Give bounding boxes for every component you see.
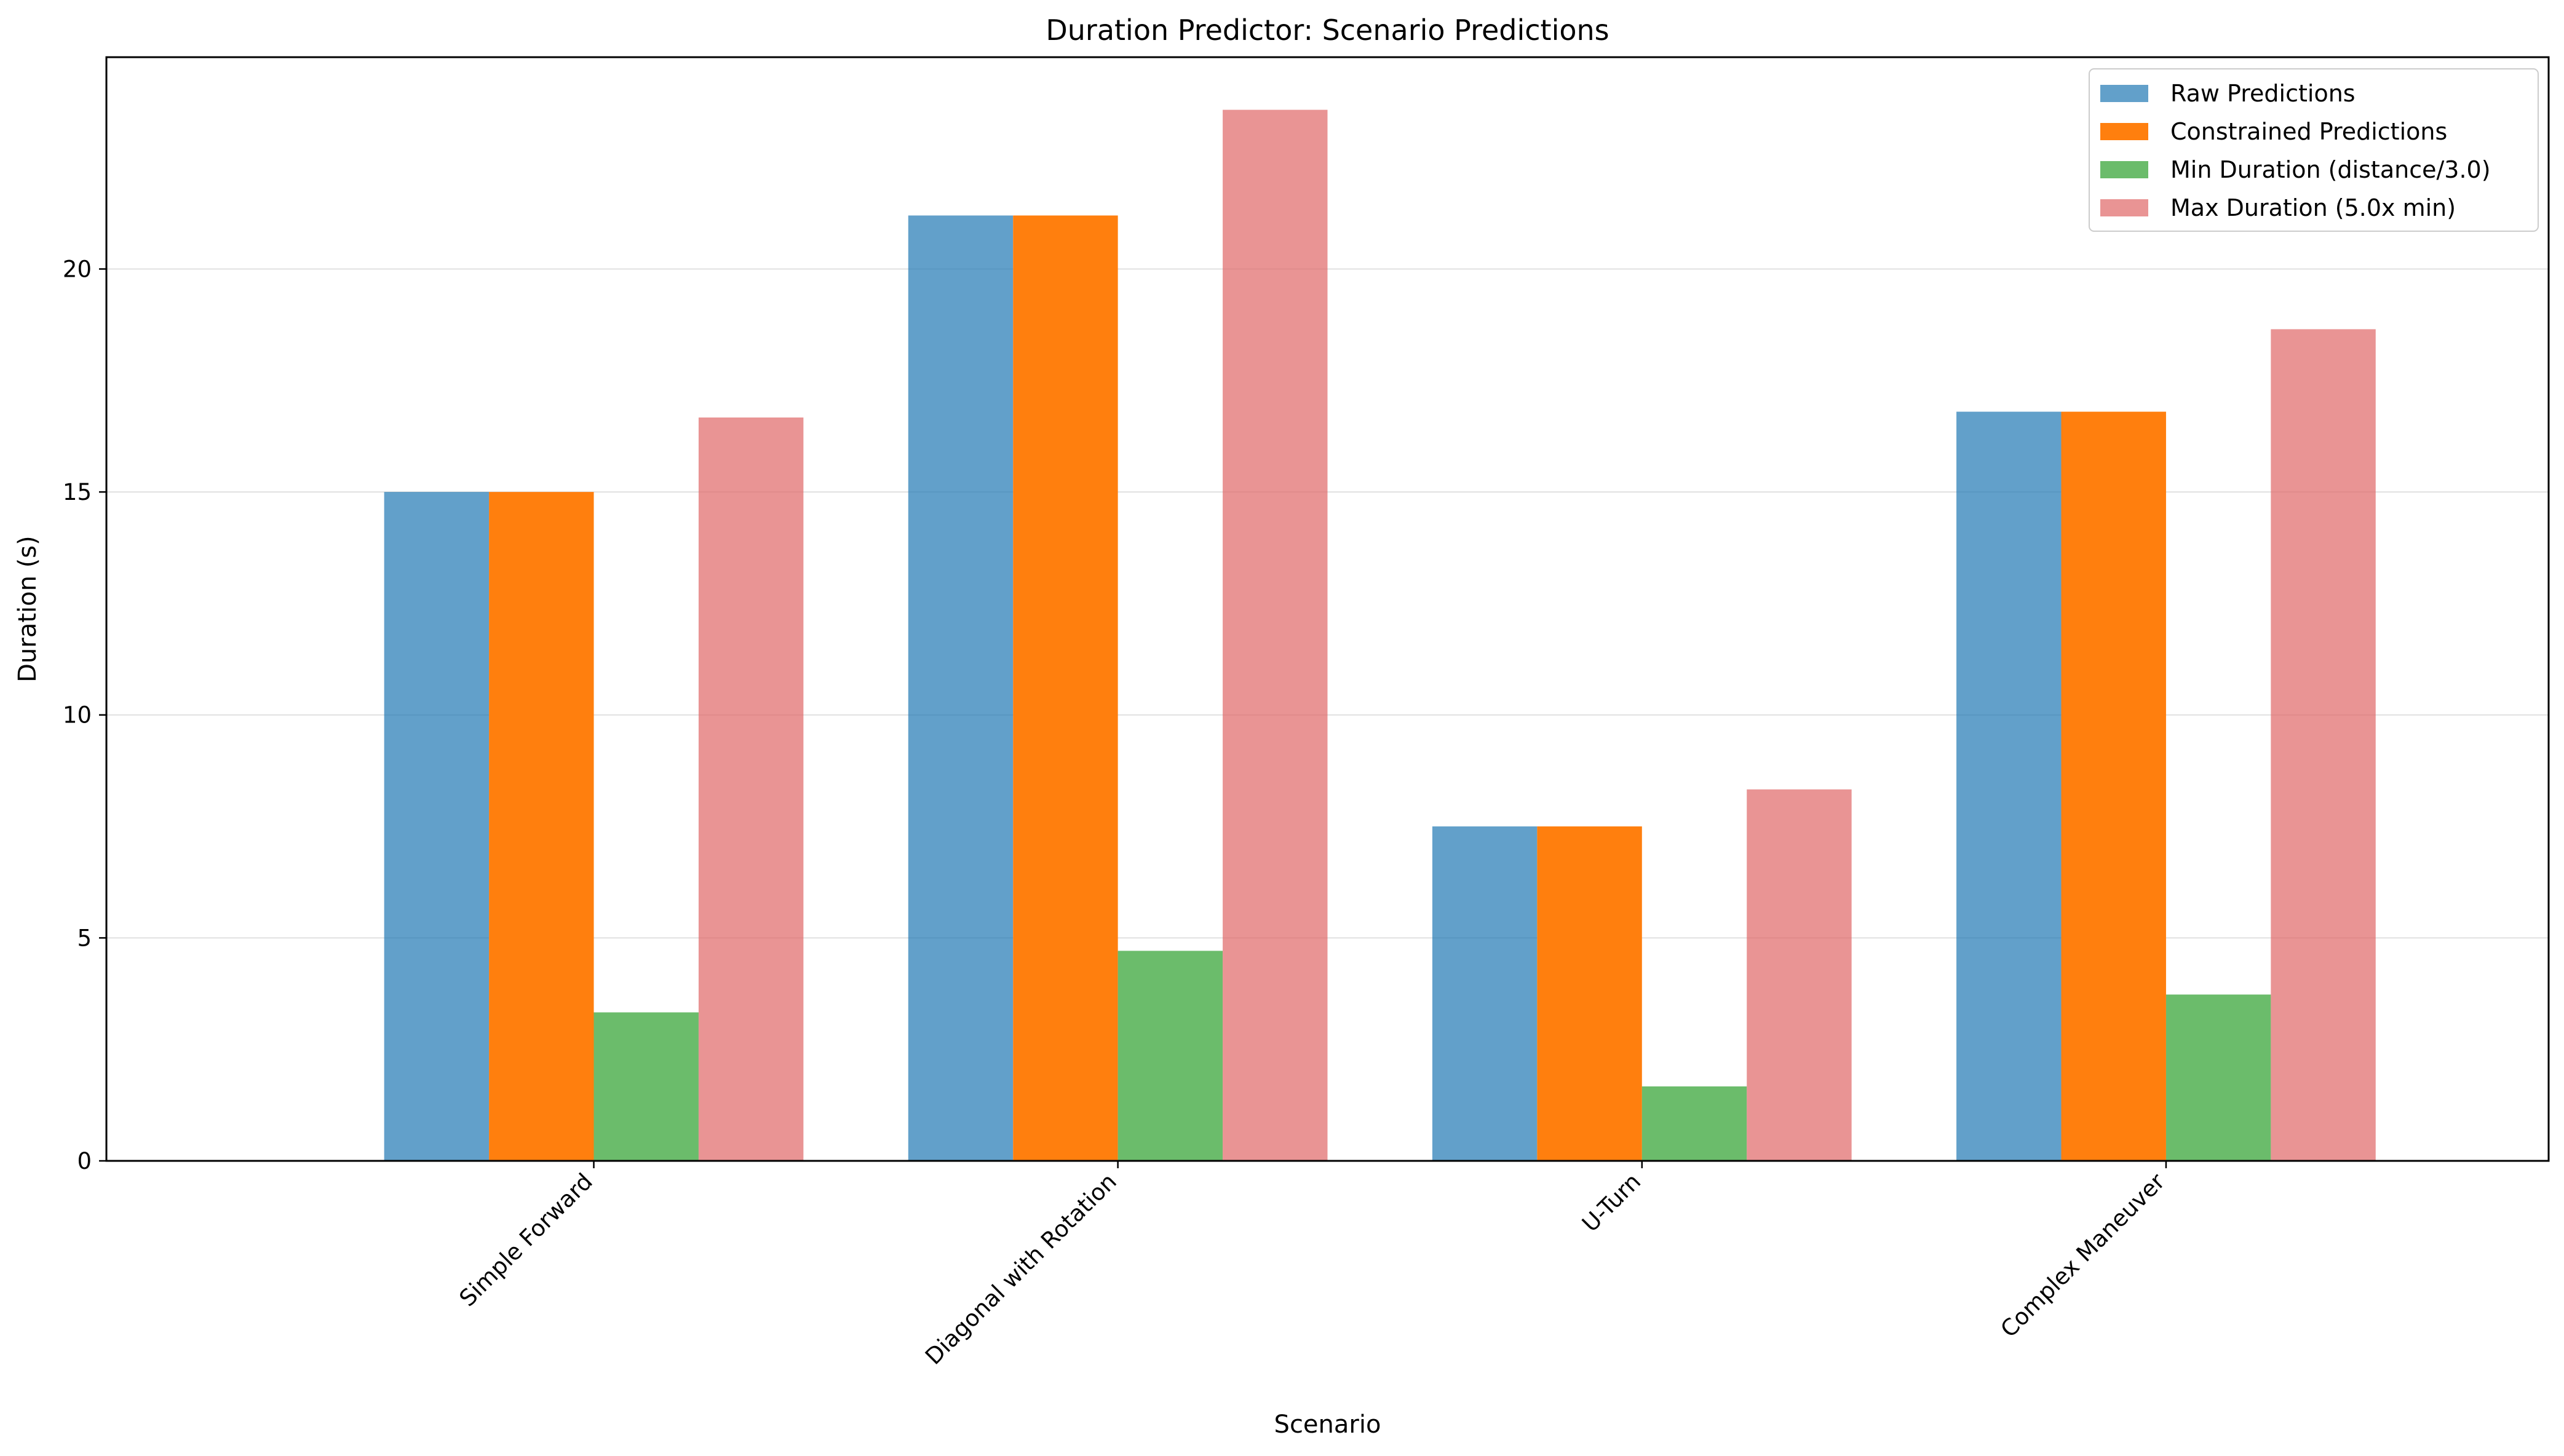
y-tick-label: 20: [63, 256, 92, 282]
legend: Raw Predictions Constrained Predictions Mi…: [2089, 68, 2539, 232]
bar: [489, 492, 594, 1161]
legend-label: Max Duration (5.0x min): [2170, 194, 2456, 221]
x-axis: Simple Forward Diagonal with Rotation U-Tu…: [454, 1161, 2170, 1370]
bar: [1013, 215, 1118, 1161]
bar: [2165, 994, 2271, 1161]
x-axis-title: Scenario: [1274, 1410, 1381, 1439]
legend-swatch: [2100, 199, 2148, 216]
legend-swatch: [2100, 161, 2148, 178]
legend-label: Min Duration (distance/3.0): [2170, 156, 2491, 183]
y-axis: 0 5 10 15 20: [63, 256, 106, 1174]
y-tick-label: 10: [63, 702, 92, 729]
bar: [1747, 789, 1852, 1161]
bar: [384, 492, 490, 1161]
legend-label: Constrained Predictions: [2170, 118, 2447, 145]
plot-frame: [105, 56, 2550, 1162]
bar: [2271, 329, 2376, 1161]
bar: [2061, 411, 2166, 1161]
bar: [1537, 826, 1642, 1161]
bars: [384, 109, 2376, 1161]
bar: [593, 1012, 699, 1161]
chart-title: Duration Predictor: Scenario Predictions: [1046, 14, 1609, 47]
legend-swatch: [2100, 85, 2148, 102]
bar: [698, 417, 804, 1161]
y-tick-label: 0: [77, 1148, 92, 1174]
legend-frame: [2089, 68, 2539, 232]
y-axis-title: Duration (s): [14, 536, 42, 682]
bar: [1956, 411, 2062, 1161]
y-tick-label: 15: [63, 479, 92, 505]
x-tick-label: U-Turn: [1577, 1168, 1646, 1237]
bar: [1223, 109, 1328, 1161]
legend-swatch: [2100, 123, 2148, 140]
bar: [908, 215, 1014, 1161]
legend-label: Raw Predictions: [2170, 80, 2356, 107]
y-tick-label: 5: [77, 925, 92, 951]
x-tick-label: Simple Forward: [454, 1168, 598, 1312]
bar: [1432, 826, 1538, 1161]
bar: [1641, 1086, 1747, 1161]
x-tick-label: Complex Maneuver: [1996, 1168, 2170, 1342]
x-tick-label: Diagonal with Rotation: [920, 1168, 1122, 1370]
bar: [1117, 951, 1223, 1161]
